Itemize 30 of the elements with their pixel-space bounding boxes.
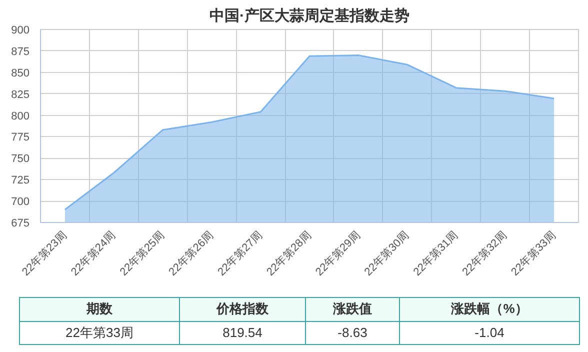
x-tick-label: 22年第31周 [411, 229, 460, 278]
x-tick-label: 22年第28周 [264, 229, 314, 278]
y-tick-label: 875 [11, 46, 30, 58]
y-tick-label: 900 [11, 24, 30, 36]
x-tick-label: 22年第30周 [362, 229, 412, 278]
y-tick-label: 825 [11, 88, 30, 101]
y-tick-label: 800 [11, 110, 30, 122]
x-tick-label: 22年第29周 [314, 229, 363, 278]
x-tick-label: 22年第23周 [20, 229, 70, 278]
text: 22年第33周 [20, 321, 180, 345]
y-tick-label: 700 [11, 196, 30, 208]
x-tick-label: 22年第32周 [460, 229, 510, 278]
x-tick-label: 22年第27周 [216, 229, 265, 278]
text: 819.54 [180, 321, 306, 345]
text: 涨跌幅（%） [400, 298, 580, 322]
y-tick-label: 850 [11, 67, 30, 80]
text: 期数 [20, 298, 180, 322]
y-tick-label: 725 [11, 174, 30, 187]
y-tick-label: 775 [11, 132, 30, 144]
x-tick-label: 22年第24周 [68, 229, 118, 278]
x-tick-label: 22年第26周 [166, 229, 216, 278]
text: 涨跌值 [306, 298, 400, 322]
y-tick-label: 675 [11, 218, 30, 230]
text: -1.04 [400, 321, 580, 345]
y-tick-label: 750 [11, 153, 30, 166]
text: 价格指数 [180, 298, 306, 322]
text: -8.63 [306, 321, 400, 345]
chart-title: 中国·产区大蒜周定基指数走势 [210, 6, 410, 24]
x-tick-label: 22年第33周 [509, 229, 558, 278]
x-tick-label: 22年第25周 [118, 229, 168, 278]
